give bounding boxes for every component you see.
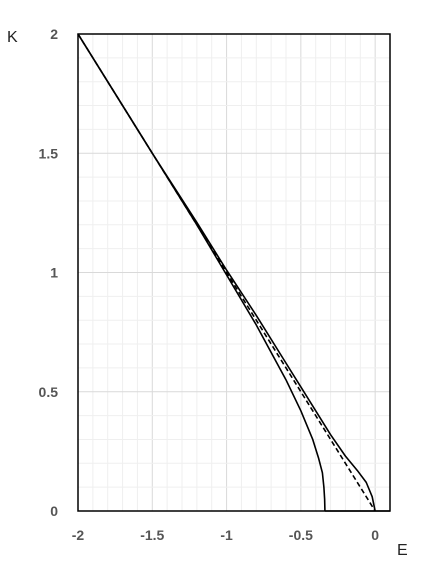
y-tick-label: 1.5 (39, 145, 59, 161)
x-tick-label: -1.5 (140, 527, 164, 543)
x-axis-label: E (397, 542, 408, 559)
y-tick-label: 1 (50, 265, 58, 281)
x-tick-label: -1 (220, 527, 233, 543)
y-tick-label: 0 (50, 503, 58, 519)
gridlines (78, 34, 390, 511)
y-tick-label: 2 (50, 26, 58, 42)
dashed-curve-3 (77, 33, 376, 512)
y-axis-label: K (7, 29, 18, 46)
solid-curve-2 (77, 33, 376, 512)
y-tick-label: 0.5 (39, 384, 59, 400)
x-tick-label: 0 (371, 527, 379, 543)
plot-frame (77, 33, 391, 512)
tick-labels: -2 -1.5 -1 -0.5 0 0 0.5 1 1.5 2 (39, 26, 380, 543)
x-tick-label: -0.5 (289, 527, 313, 543)
x-tick-label: -2 (72, 527, 85, 543)
